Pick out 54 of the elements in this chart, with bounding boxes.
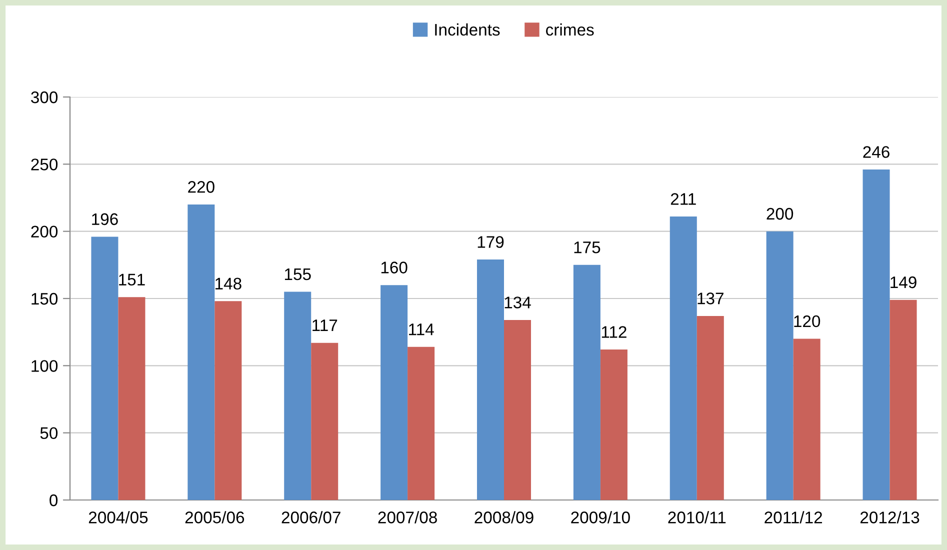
bar (408, 346, 435, 500)
bar (766, 231, 794, 500)
y-tick-label: 150 (32, 292, 58, 305)
data-label: 220 (188, 181, 214, 193)
x-tick-label: 2010/11 (668, 511, 726, 524)
bar (890, 300, 917, 500)
bar (573, 264, 600, 500)
x-tick-label: 2007/08 (378, 511, 437, 524)
y-tick-label: 0 (50, 494, 58, 506)
data-label: 211 (670, 193, 696, 205)
x-tick-label: 2006/07 (282, 511, 340, 524)
data-label: 175 (574, 242, 600, 254)
x-tick-label: 2012/13 (860, 511, 920, 524)
data-label: 137 (698, 292, 724, 304)
data-label: 179 (478, 236, 504, 248)
data-label: 155 (284, 268, 311, 280)
bar (600, 350, 628, 500)
bar (91, 236, 118, 500)
bar (793, 338, 820, 500)
data-label: 149 (890, 276, 916, 288)
data-label: 120 (794, 315, 820, 328)
x-tick-label: 2005/06 (185, 511, 244, 524)
data-label: 117 (312, 320, 338, 332)
x-tick-label: 2004/05 (88, 511, 148, 524)
x-tick-label: 2011/12 (764, 511, 822, 524)
bar (311, 342, 338, 500)
bar (214, 301, 242, 500)
y-tick-label: 250 (31, 158, 58, 170)
y-tick-label: 300 (31, 91, 58, 104)
data-label: 160 (381, 262, 408, 274)
bar (862, 170, 890, 500)
bar (380, 285, 408, 500)
bar (670, 216, 697, 500)
y-tick-label: 50 (40, 427, 58, 440)
y-tick-label: 100 (32, 360, 58, 372)
data-label: 151 (119, 274, 145, 286)
legend-label: crimes (546, 23, 594, 36)
bar (188, 204, 215, 500)
bar (118, 297, 146, 500)
data-label: 134 (504, 296, 531, 308)
data-label: 246 (863, 146, 890, 158)
x-tick-label: 2008/09 (474, 511, 534, 524)
y-tick-label: 200 (31, 226, 58, 238)
data-label: 114 (409, 324, 434, 336)
bar (696, 316, 724, 500)
legend-label: Incidents (435, 23, 500, 36)
x-tick-label: 2009/10 (571, 511, 630, 524)
data-label: 148 (216, 278, 242, 290)
bar (476, 260, 504, 500)
bar (284, 292, 312, 500)
bar (504, 320, 532, 500)
data-label: 200 (766, 208, 794, 220)
data-label: 112 (602, 326, 626, 338)
data-label: 196 (92, 213, 118, 226)
